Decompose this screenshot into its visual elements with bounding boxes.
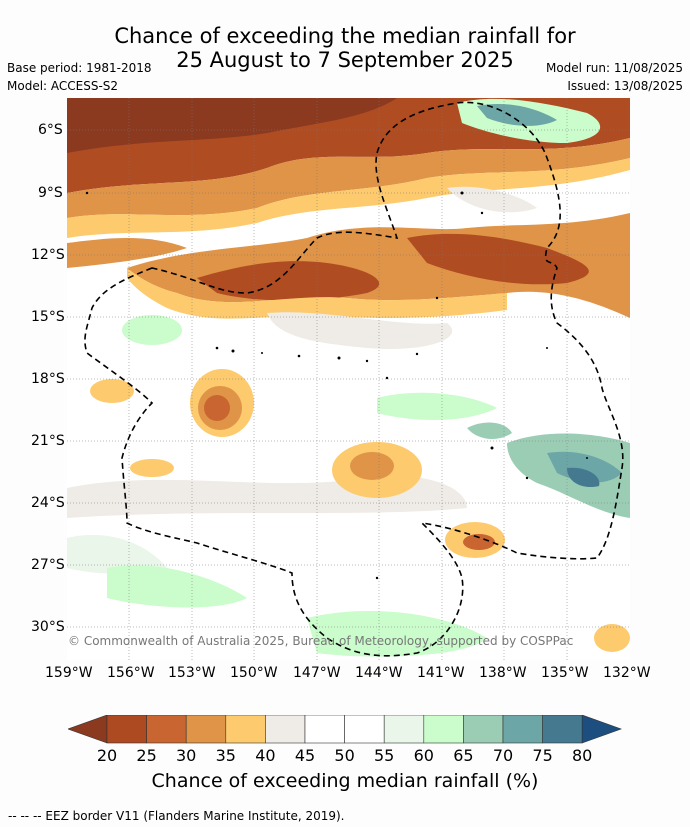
dry-band-middle-core: [197, 261, 380, 301]
lon-tick: 147°W: [293, 665, 341, 681]
colorbar-bin: [106, 715, 147, 744]
colorbar-bin: [304, 715, 345, 744]
lat-tick: 9°S: [38, 185, 63, 201]
model-name: Model: ACCESS-S2: [7, 79, 119, 93]
colorbar-title: Chance of exceeding median rainfall (%): [151, 770, 539, 792]
lon-tick: 156°W: [107, 665, 155, 681]
map-title-line1: Chance of exceeding the median rainfall …: [114, 24, 576, 48]
lat-tick: 12°S: [31, 247, 65, 263]
colorbar-tick-label: 25: [136, 746, 157, 765]
colorbar-tick-label: 50: [334, 746, 355, 765]
lat-tick: 15°S: [31, 309, 65, 325]
lon-tick: 138°W: [479, 665, 527, 681]
colorbar-bin: [423, 715, 464, 744]
colorbar-tick-label: 80: [572, 746, 593, 765]
dry-band-north-core: [67, 98, 397, 153]
lon-tick: 153°W: [168, 665, 216, 681]
colorbar-bin: [383, 715, 425, 744]
colorbar-tick-label: 20: [96, 746, 118, 765]
colorbar-tick-label: 60: [413, 746, 434, 765]
lon-tick: 141°W: [417, 665, 465, 681]
colorbar: [68, 715, 622, 744]
colorbar-tick-label: 65: [453, 746, 474, 765]
dry-band-middle-edge: [127, 268, 507, 319]
colorbar-tick-label: 55: [374, 746, 395, 765]
lon-tick: 144°W: [355, 665, 403, 681]
colorbar-bin: [225, 715, 266, 744]
colorbar-bin: [344, 715, 385, 744]
colorbar-tick-label: 70: [492, 746, 514, 765]
copyright-notice: © Commonwealth of Australia 2025, Bureau…: [68, 634, 574, 648]
colorbar-tick-label: 45: [294, 746, 316, 765]
colorbar-tick-label: 30: [176, 746, 197, 765]
lat-tick: 18°S: [31, 371, 65, 387]
lon-tick: 159°W: [45, 665, 93, 681]
dry-band-west: [67, 238, 187, 268]
map-title-line2: 25 August to 7 September 2025: [176, 48, 514, 72]
issued-date: Issued: 13/08/2025: [567, 79, 683, 93]
rainfall-map: [67, 98, 630, 660]
model-run: Model run: 11/08/2025: [545, 61, 683, 75]
colorbar-bin: [146, 715, 187, 744]
lat-tick: 21°S: [31, 433, 65, 449]
lon-tick: 135°W: [541, 665, 589, 681]
colorbar-bin: [265, 715, 306, 744]
dry-band-north-edge: [67, 158, 630, 238]
colorbar-bin: [542, 715, 583, 744]
colorbar-bin: [185, 715, 227, 744]
eez-legend-note: -- -- -- EEZ border V11 (Flanders Marine…: [8, 809, 345, 823]
lat-tick: 27°S: [31, 557, 65, 573]
dry-band-east-core: [407, 233, 589, 285]
colorbar-tick-label: 40: [255, 746, 276, 765]
lat-tick: 24°S: [31, 495, 65, 511]
colorbar-extend-low: [68, 715, 108, 744]
lat-tick: 30°S: [31, 619, 65, 635]
eez-border: [84, 101, 624, 657]
lat-tick: 6°S: [38, 122, 63, 138]
colorbar-tick-label: 35: [215, 746, 236, 765]
colorbar-bin: [502, 715, 543, 744]
colorbar-bin: [463, 715, 504, 744]
lon-tick: 150°W: [230, 665, 278, 681]
colorbar-extend-high: [581, 715, 622, 744]
lon-tick: 132°W: [603, 665, 651, 681]
dry-band-north-light: [67, 138, 630, 218]
colorbar-tick-label: 75: [532, 746, 553, 765]
base-period: Base period: 1981-2018: [7, 61, 152, 75]
